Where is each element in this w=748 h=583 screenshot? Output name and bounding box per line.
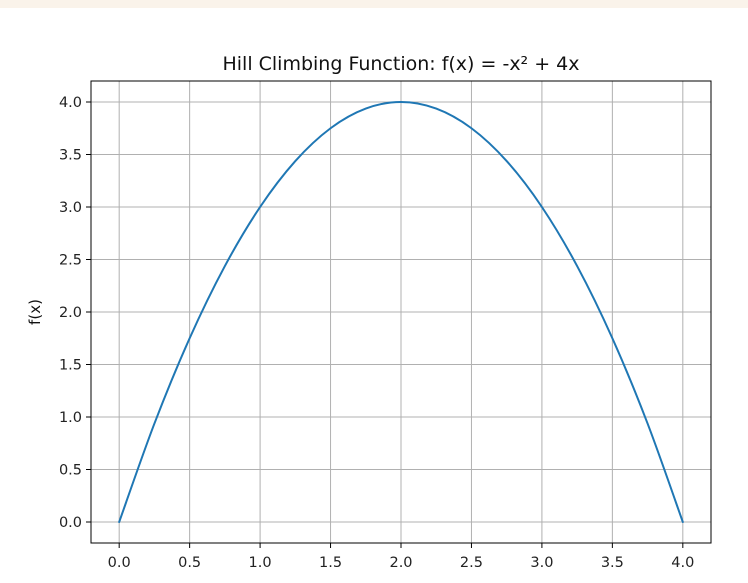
x-tick-label: 2.0: [389, 555, 412, 571]
chart-title: Hill Climbing Function: f(x) = -x² + 4x: [222, 53, 579, 75]
x-tick-label: 3.5: [601, 555, 624, 571]
y-tick-label: 2.5: [59, 253, 82, 269]
y-tick-label: 3.0: [59, 200, 82, 216]
y-axis-label: f(x): [26, 299, 44, 325]
grid: [91, 81, 711, 543]
x-tick-label: 0.5: [178, 555, 201, 571]
x-tick-label: 3.0: [530, 555, 553, 571]
x-tick-label: 2.5: [460, 555, 483, 571]
x-tick-label: 0.0: [108, 555, 131, 571]
y-tick-label: 1.5: [59, 358, 82, 374]
y-tick-label: 0.5: [59, 463, 82, 479]
x-tick-label: 4.0: [671, 555, 694, 571]
x-tick-label: 1.5: [319, 555, 342, 571]
series-line: [118, 101, 684, 523]
x-tick-label: 1.0: [249, 555, 272, 571]
top-strip: [0, 0, 748, 8]
series-layer: [118, 101, 684, 523]
y-tick-label: 2.0: [59, 305, 82, 321]
y-tick-label: 1.0: [59, 410, 82, 426]
y-tick-label: 4.0: [59, 95, 82, 111]
y-tick-label: 0.0: [59, 515, 82, 531]
ticks: 0.0 0.5 1.0 1.5 2.0 2.5 3.0 3.5 4.0 0.0 0.5 1.0 1.5 2…: [59, 95, 694, 571]
y-tick-label: 3.5: [59, 148, 82, 164]
